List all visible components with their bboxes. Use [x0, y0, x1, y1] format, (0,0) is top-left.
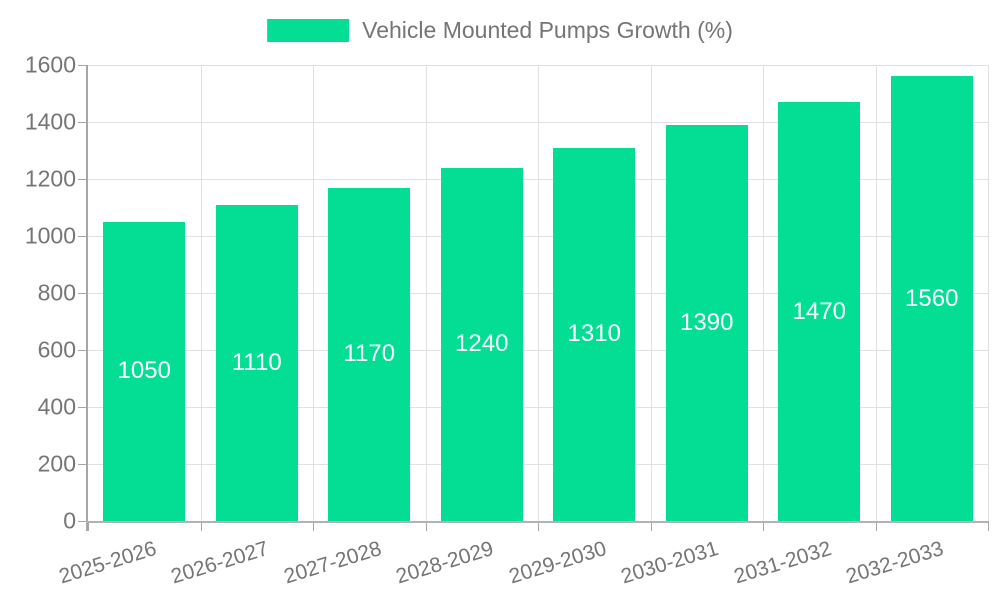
- bar: [553, 147, 636, 521]
- legend-label: Vehicle Mounted Pumps Growth (%): [362, 17, 733, 43]
- legend-swatch: [267, 19, 350, 42]
- bar: [440, 167, 523, 521]
- y-tick-mark: [78, 521, 88, 522]
- x-axis-tick-label: 2025-2026: [56, 537, 159, 589]
- x-tick-mark: [763, 521, 764, 531]
- y-axis-tick-label: 1600: [24, 51, 76, 78]
- x-tick-mark: [88, 521, 89, 531]
- x-tick-mark: [200, 521, 202, 531]
- x-tick-mark: [650, 521, 652, 531]
- y-tick-mark: [78, 350, 88, 351]
- x-axis-tick-label: 2030-2031: [618, 537, 722, 589]
- bar-value-label: 1240: [455, 330, 509, 358]
- x-gridline: [200, 65, 202, 521]
- y-axis-tick-label: 1200: [24, 165, 76, 192]
- bar-value-label: 1310: [567, 320, 621, 348]
- y-tick-mark: [78, 293, 88, 294]
- bar: [890, 76, 973, 521]
- x-gridline: [988, 65, 989, 521]
- x-axis-tick-label: 2026-2027: [168, 537, 272, 589]
- y-tick-mark: [78, 65, 88, 66]
- y-tick-mark: [78, 236, 88, 237]
- y-tick-mark: [78, 407, 88, 408]
- x-gridline: [538, 65, 539, 521]
- x-tick-mark: [988, 521, 989, 531]
- y-axis-tick-label: 1400: [24, 108, 76, 135]
- bar-value-label: 1050: [117, 357, 171, 385]
- bar-value-label: 1390: [680, 308, 734, 336]
- bar-value-label: 1110: [231, 348, 282, 376]
- x-tick-mark: [313, 521, 314, 531]
- x-axis-tick-label: 2031-2032: [731, 537, 834, 589]
- bar: [328, 187, 411, 521]
- x-tick-mark: [425, 521, 427, 531]
- x-axis-tick-label: 2032-2033: [843, 537, 947, 589]
- y-axis-tick-label: 1000: [24, 222, 76, 249]
- y-axis-tick-label: 400: [37, 393, 76, 420]
- bar-value-label: 1170: [343, 340, 396, 368]
- x-tick-mark: [538, 521, 539, 531]
- x-axis-tick-label: 2029-2030: [506, 537, 609, 589]
- bar-value-label: 1560: [905, 284, 959, 312]
- bar: [103, 221, 186, 521]
- y-axis-line: [86, 65, 88, 531]
- x-gridline: [875, 65, 877, 521]
- y-axis-tick-label: 800: [37, 279, 76, 306]
- x-axis-tick-label: 2027-2028: [281, 537, 384, 589]
- x-axis-tick-label: 2028-2029: [393, 537, 497, 589]
- bar: [778, 102, 861, 521]
- chart-legend[interactable]: Vehicle Mounted Pumps Growth (%): [267, 17, 733, 44]
- y-axis-tick-label: 200: [37, 450, 76, 477]
- y-axis-tick-label: 600: [37, 336, 76, 363]
- bar-value-label: 1470: [792, 297, 846, 325]
- x-tick-mark: [875, 521, 877, 531]
- y-tick-mark: [78, 464, 88, 465]
- x-gridline: [313, 65, 314, 521]
- x-gridline: [763, 65, 764, 521]
- y-tick-mark: [78, 179, 88, 180]
- x-axis-line: [86, 521, 988, 523]
- y-axis-tick-label: 0: [63, 507, 76, 534]
- x-gridline: [425, 65, 427, 521]
- bar: [215, 204, 298, 521]
- bar: [665, 124, 748, 521]
- x-gridline: [650, 65, 652, 521]
- y-tick-mark: [78, 122, 88, 123]
